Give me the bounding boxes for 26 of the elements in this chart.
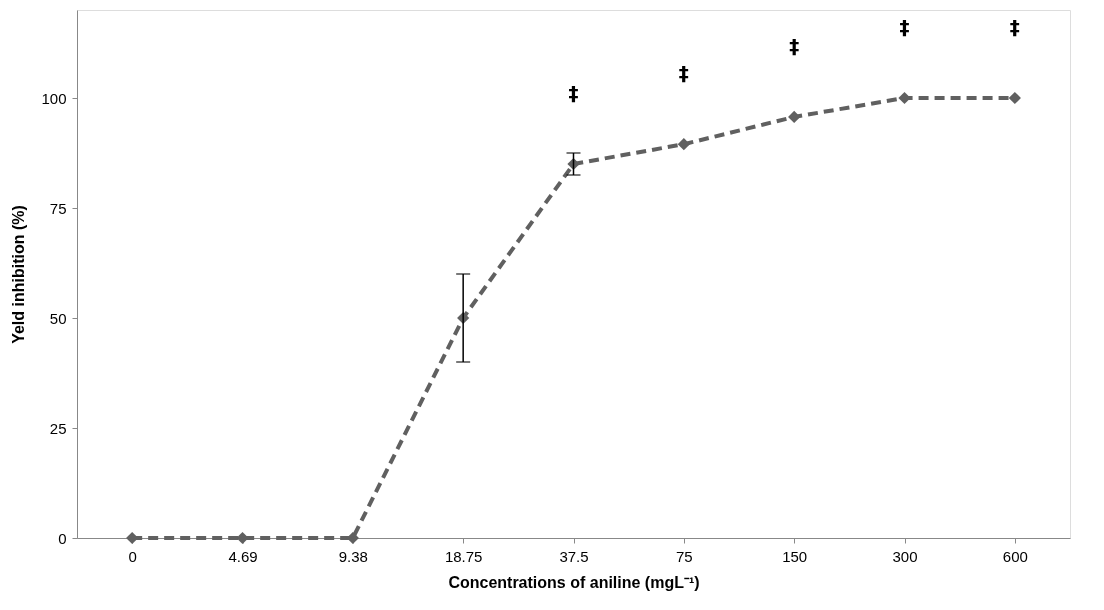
point (677, 138, 690, 151)
y-tick-label: 100 (41, 89, 67, 107)
y-axis-title: Yeld inhibition (%) (10, 205, 28, 344)
x-tick-label: 0 (128, 547, 137, 565)
point (788, 110, 801, 124)
x-tick-label: 9.38 (338, 547, 368, 565)
y-tick-label: 25 (49, 419, 67, 437)
x-tick-label: 4.69 (228, 547, 258, 565)
y-tick-label: 50 (49, 309, 67, 327)
y-tick-label: 0 (58, 529, 67, 547)
x-tick-label: 150 (782, 547, 808, 565)
point (236, 531, 249, 545)
point (898, 91, 911, 105)
y-tick-label: 75 (49, 199, 67, 217)
x-tick-label: 18.75 (444, 547, 483, 565)
x-tick-label: 600 (1002, 547, 1028, 565)
annotation: ‡ (1009, 15, 1020, 39)
annotation: ‡ (899, 15, 910, 39)
annotation: ‡ (678, 61, 689, 86)
annotation: ‡ (568, 81, 579, 105)
annotation: ‡ (789, 33, 800, 58)
x-tick-label: 75 (675, 547, 693, 565)
x-tick-label: 37.5 (559, 547, 589, 565)
point (1008, 91, 1021, 105)
x-axis-title: Concentrations of aniline (mgL⁻¹) (448, 573, 700, 591)
x-tick-label: 300 (892, 547, 918, 565)
